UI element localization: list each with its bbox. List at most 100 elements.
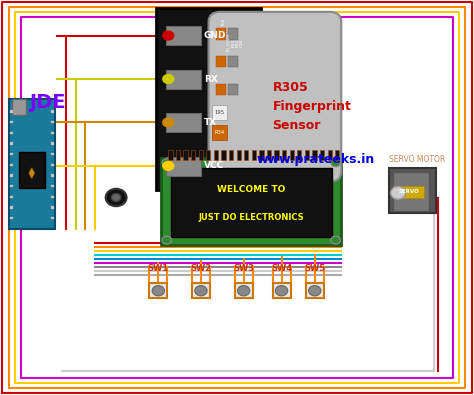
Bar: [216, 56, 226, 67]
Bar: [171, 168, 332, 237]
Bar: [237, 150, 241, 160]
Text: R34: R34: [214, 130, 225, 135]
Circle shape: [331, 236, 340, 244]
Text: SERVO MOTOR: SERVO MOTOR: [389, 156, 445, 164]
Bar: [290, 150, 294, 160]
Text: R13: R13: [232, 38, 236, 47]
Circle shape: [162, 159, 172, 167]
Text: 195: 195: [214, 111, 225, 115]
Bar: [51, 132, 54, 134]
Circle shape: [391, 186, 406, 199]
Bar: [9, 99, 55, 229]
Circle shape: [162, 117, 174, 128]
Bar: [259, 150, 264, 160]
Bar: [161, 158, 341, 245]
Bar: [19, 152, 45, 188]
Bar: [274, 150, 279, 160]
Bar: [328, 150, 332, 160]
Bar: [192, 283, 210, 298]
Text: R12: R12: [236, 38, 240, 47]
Bar: [10, 142, 13, 145]
Bar: [306, 283, 324, 298]
Text: TVE: TVE: [222, 19, 226, 27]
Bar: [312, 150, 317, 160]
Bar: [335, 150, 339, 160]
Bar: [10, 132, 13, 134]
Bar: [51, 110, 54, 113]
Bar: [166, 70, 201, 89]
Bar: [228, 28, 238, 40]
Bar: [168, 150, 173, 160]
Bar: [10, 110, 13, 113]
Circle shape: [162, 236, 172, 244]
Bar: [212, 125, 227, 140]
Text: SW1: SW1: [148, 264, 169, 273]
Bar: [212, 105, 227, 120]
Circle shape: [331, 159, 340, 167]
Circle shape: [162, 74, 174, 84]
Text: TX: TX: [204, 118, 217, 127]
Circle shape: [195, 286, 207, 296]
Bar: [51, 196, 54, 198]
Bar: [297, 150, 301, 160]
Circle shape: [152, 286, 164, 296]
Text: www.prateeks.in: www.prateeks.in: [256, 154, 374, 166]
Text: WELCOME TO: WELCOME TO: [217, 185, 285, 194]
Bar: [199, 150, 203, 160]
Bar: [305, 150, 309, 160]
Text: GND: GND: [204, 31, 226, 40]
Text: SW4: SW4: [271, 264, 292, 273]
Bar: [206, 150, 210, 160]
Circle shape: [237, 286, 250, 296]
Circle shape: [275, 286, 288, 296]
Circle shape: [309, 286, 321, 296]
Bar: [51, 206, 54, 209]
Bar: [51, 153, 54, 155]
Text: C16: C16: [240, 38, 244, 47]
Bar: [191, 150, 195, 160]
Bar: [10, 185, 13, 187]
Bar: [10, 217, 13, 219]
Bar: [228, 56, 238, 67]
Text: TO 15VO: TO 15VO: [228, 34, 231, 53]
Polygon shape: [29, 168, 35, 179]
Bar: [320, 150, 324, 160]
Text: VCC: VCC: [204, 162, 224, 170]
Text: SW5: SW5: [304, 264, 325, 273]
Bar: [10, 174, 13, 177]
Text: RX: RX: [204, 75, 218, 83]
Bar: [235, 283, 253, 298]
Bar: [51, 174, 54, 177]
Bar: [393, 172, 429, 211]
Bar: [273, 283, 291, 298]
Bar: [282, 150, 286, 160]
Bar: [12, 99, 26, 115]
Bar: [10, 206, 13, 209]
Bar: [51, 217, 54, 219]
Bar: [244, 150, 248, 160]
Bar: [166, 113, 201, 132]
Circle shape: [162, 30, 174, 41]
Bar: [389, 168, 436, 213]
Bar: [10, 121, 13, 123]
Circle shape: [106, 189, 127, 206]
Bar: [51, 142, 54, 145]
Text: JDE: JDE: [29, 93, 66, 112]
Bar: [10, 196, 13, 198]
Bar: [176, 150, 180, 160]
Bar: [267, 150, 271, 160]
Text: SERVO: SERVO: [399, 189, 419, 194]
Text: R305
Fingerprint
Sensor: R305 Fingerprint Sensor: [273, 81, 351, 132]
Bar: [216, 28, 226, 40]
Bar: [10, 153, 13, 155]
Bar: [166, 157, 201, 176]
Bar: [216, 84, 226, 95]
FancyBboxPatch shape: [209, 12, 341, 182]
Circle shape: [162, 161, 174, 171]
Text: SW2: SW2: [191, 264, 211, 273]
Bar: [149, 283, 167, 298]
Bar: [183, 150, 188, 160]
Bar: [51, 121, 54, 123]
Bar: [228, 84, 238, 95]
Bar: [229, 150, 233, 160]
